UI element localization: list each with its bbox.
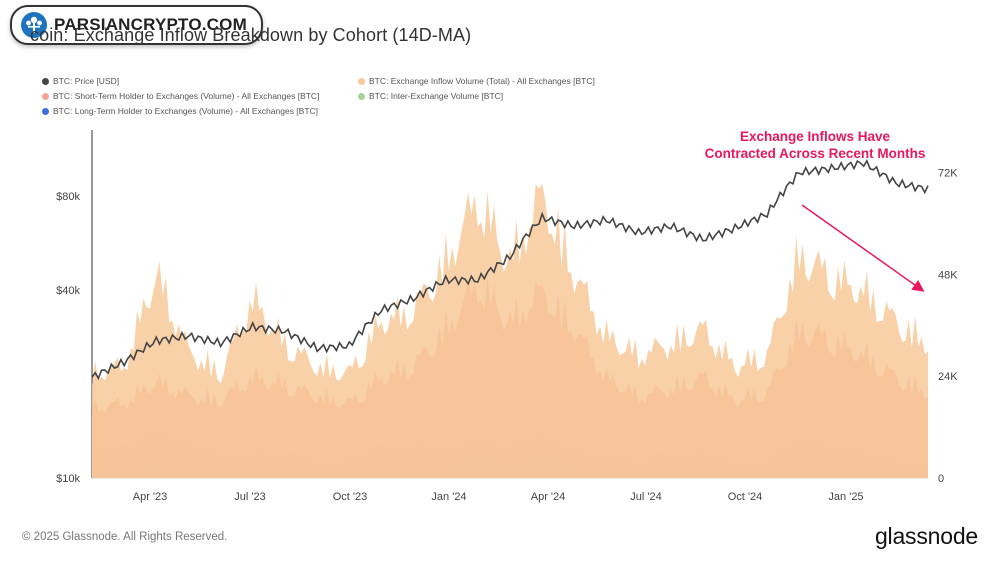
legend-dot-price [42, 77, 49, 85]
legend-dot-sth [42, 92, 49, 100]
legend-dot-lth [42, 107, 49, 115]
legend-label-lth: BTC: Long-Term Holder to Exchanges (Volu… [53, 106, 319, 116]
annotation-line-1: Exchange Inflows Have [739, 129, 891, 144]
tree-logo-icon [21, 12, 47, 38]
y-right-tick-labels: 0 24K 48K 72K [938, 167, 958, 485]
x-tick-label: Jan '25 [828, 491, 863, 503]
x-tick-label: Jul '24 [630, 491, 661, 503]
x-tick-labels: Apr '23 Jul '23 Oct '23 Jan '24 Apr '24 Jul '… [133, 491, 864, 503]
legend-item-sth[interactable]: BTC: Short-Term Holder to Exchanges (Vol… [42, 91, 319, 101]
y-left-tick-label: $80k [56, 191, 80, 203]
y-left-tick-label: $40k [56, 285, 80, 297]
legend-item-lth[interactable]: BTC: Long-Term Holder to Exchanges (Volu… [42, 106, 318, 116]
x-tick-label: Oct '23 [333, 491, 368, 503]
watermark-text: PARSIANCRYPTO.COM [54, 15, 247, 34]
legend-label-price: BTC: Price [USD] [53, 76, 120, 86]
x-tick-label: Jul '23 [234, 491, 265, 503]
annotation-arrow [801, 204, 925, 292]
x-tick-label: Apr '24 [531, 491, 566, 503]
watermark-badge: PARSIANCRYPTO.COM [10, 5, 263, 45]
price-line [91, 158, 929, 381]
y-right-tick-label: 0 [938, 473, 944, 485]
legend-label-inter: BTC: Inter-Exchange Volume [BTC] [369, 91, 504, 101]
y-right-tick-label: 48K [938, 269, 958, 281]
y-left-tick-labels: $10k $40k $80k [56, 191, 80, 485]
y-left-tick-label: $10k [56, 473, 80, 485]
y-right-tick-label: 24K [938, 371, 958, 383]
chart-title: coin: Exchange Inflow Breakdown by Cohor… [30, 25, 472, 45]
legend-dot-inter [358, 92, 365, 100]
annotation-line-2: Contracted Across Recent Months [704, 146, 926, 161]
price-line-group [91, 158, 929, 381]
legend-item-total[interactable]: BTC: Exchange Inflow Volume (Total) - Al… [358, 76, 595, 86]
total-inflow-area-group [92, 183, 928, 478]
legend-item-price[interactable]: BTC: Price [USD] [42, 76, 119, 86]
y-right-tick-label: 72K [938, 167, 958, 179]
legend-label-total: BTC: Exchange Inflow Volume (Total) - Al… [369, 76, 595, 86]
legend-item-inter[interactable]: BTC: Inter-Exchange Volume [BTC] [358, 91, 503, 101]
annotation-text: Exchange Inflows Have Contracted Across … [660, 128, 970, 162]
legend-label-sth: BTC: Short-Term Holder to Exchanges (Vol… [53, 91, 320, 101]
glassnode-logo-text: glassnode [874, 523, 978, 549]
x-tick-label: Jan '24 [431, 491, 466, 503]
copyright-text: © 2025 Glassnode. All Rights Reserved. [22, 531, 228, 543]
legend-dot-total [358, 77, 365, 85]
total-area [92, 183, 928, 478]
x-tick-label: Oct '24 [728, 491, 763, 503]
x-tick-label: Apr '23 [133, 491, 168, 503]
